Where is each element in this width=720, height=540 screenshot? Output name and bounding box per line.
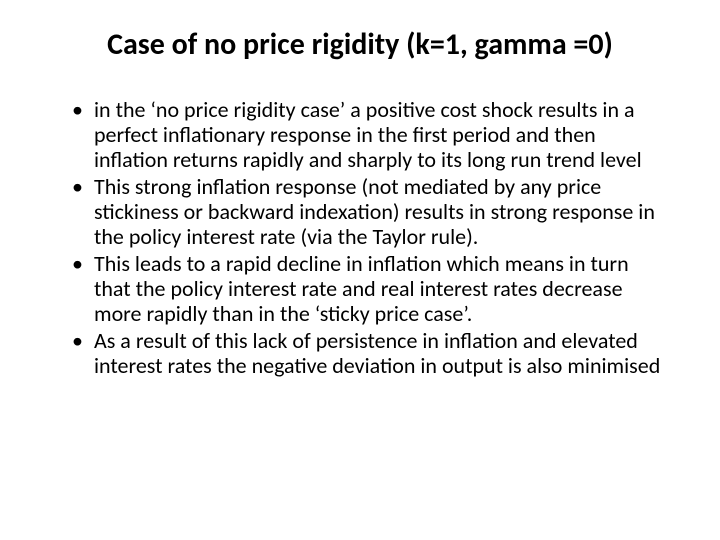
list-item: in the ‘no price rigidity case’ a positi…	[72, 97, 662, 172]
list-item: As a result of this lack of persistence …	[72, 328, 662, 378]
slide-title: Case of no price rigidity (k=1, gamma =0…	[48, 28, 672, 63]
list-item: This strong inflation response (not medi…	[72, 174, 662, 249]
bullet-list: in the ‘no price rigidity case’ a positi…	[48, 97, 672, 379]
slide: Case of no price rigidity (k=1, gamma =0…	[0, 0, 720, 540]
list-item: This leads to a rapid decline in inflati…	[72, 251, 662, 326]
